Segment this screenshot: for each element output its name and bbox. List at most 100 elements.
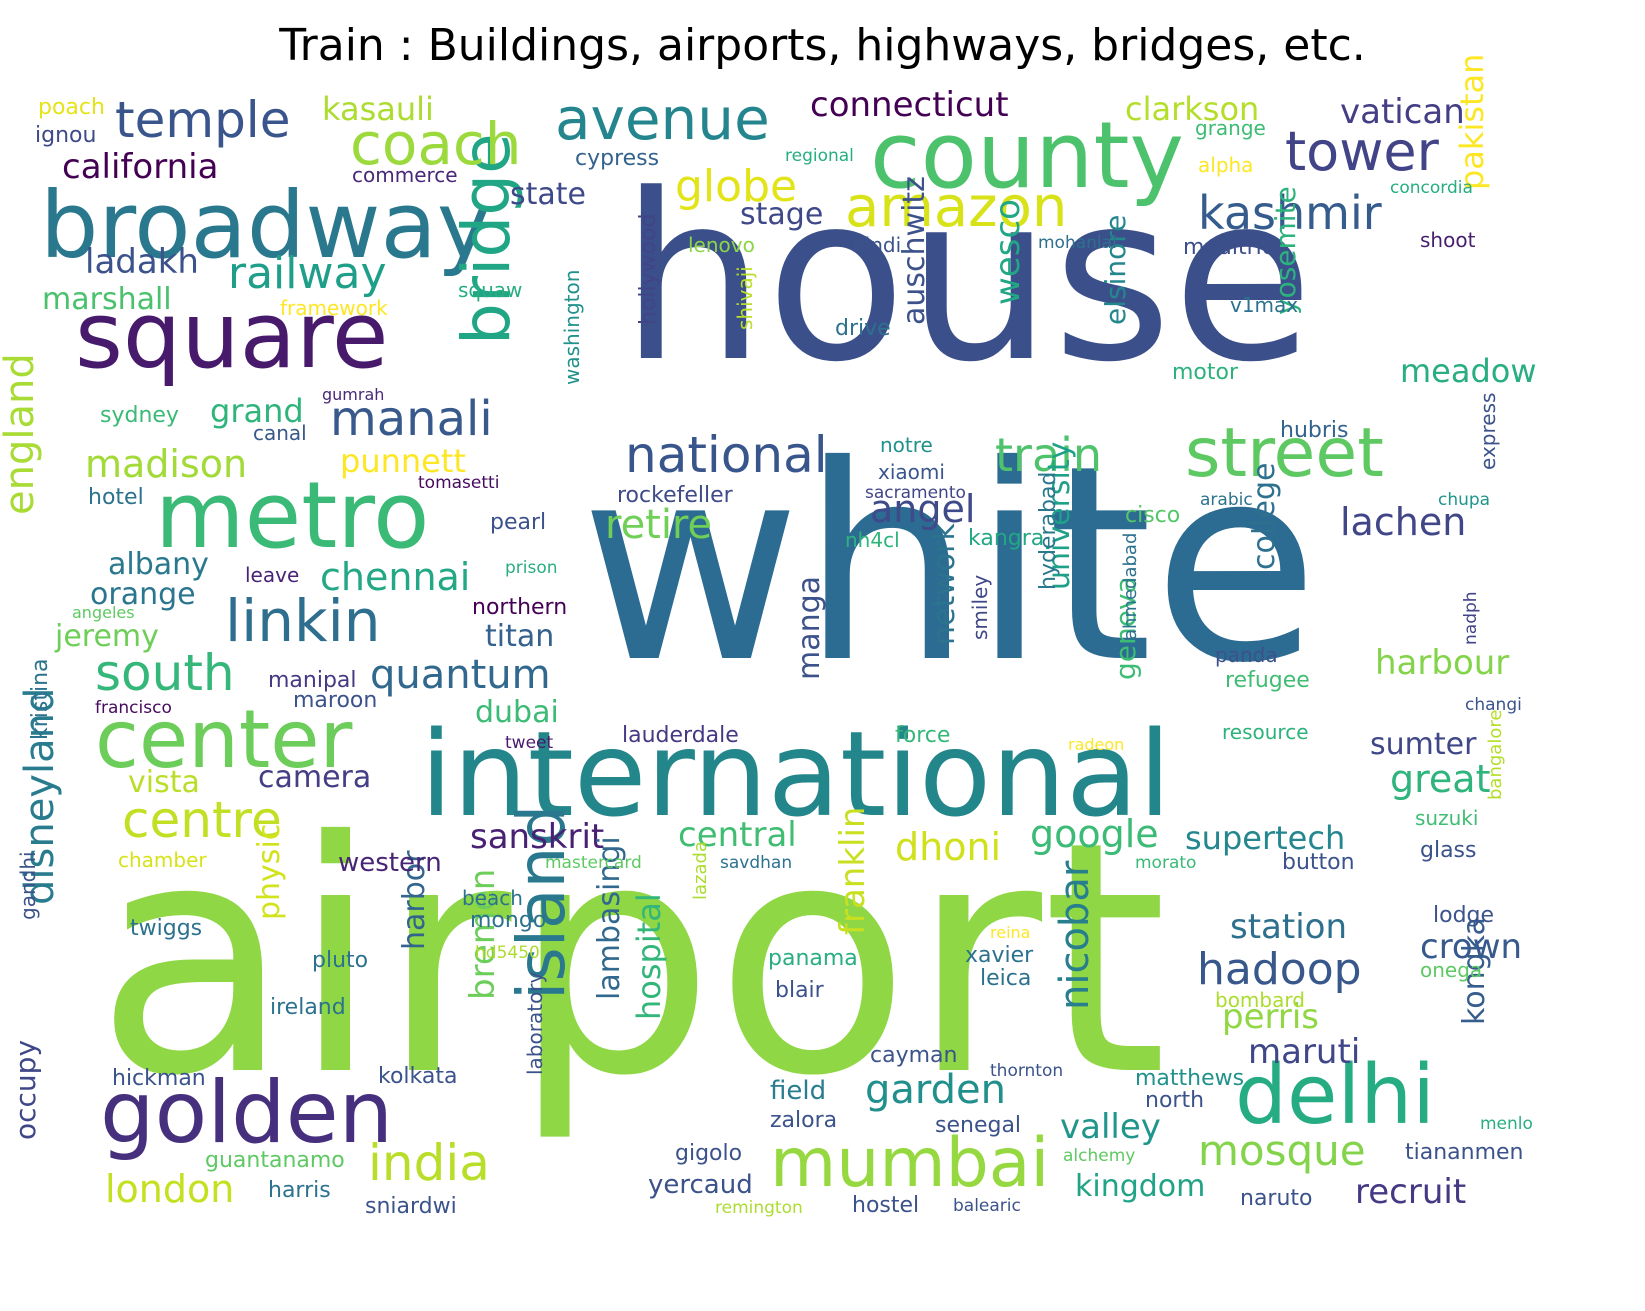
word-button: button [1282, 850, 1355, 875]
word-motor: motor [1172, 360, 1239, 385]
word-sacramento: sacramento [865, 483, 966, 503]
word-matthews: matthews [1135, 1066, 1245, 1091]
word-kasauli: kasauli [322, 90, 434, 128]
word-lazada: lazada [690, 841, 711, 900]
word-angeles: angeles [72, 603, 135, 622]
word-refugee: refugee [1225, 668, 1310, 693]
word-elsinore: elsinore [1099, 214, 1132, 325]
word-grand: grand [210, 392, 304, 430]
word-white: white [580, 407, 1319, 722]
word-station: station [1230, 907, 1348, 947]
word-tiananmen: tiananmen [1405, 1140, 1524, 1165]
word-county: county [870, 102, 1185, 209]
word-india: india [368, 1134, 490, 1192]
word-coach: coach [350, 110, 522, 178]
word-amazon: amazon [845, 175, 1068, 240]
word-xavier: xavier [965, 943, 1034, 968]
word-marshall: marshall [42, 282, 172, 317]
word-grange: grange [1195, 116, 1266, 140]
word-london: london [105, 1167, 235, 1211]
word-temple: temple [115, 91, 291, 149]
word-notre: notre [880, 433, 933, 457]
word-angel: angel [870, 487, 976, 531]
word-smiley: smiley [968, 574, 992, 640]
word-concordia: concordia [1390, 178, 1473, 198]
word-twiggs: twiggs [130, 916, 203, 941]
word-framework: framework [280, 296, 388, 320]
word-xiaomi: xiaomi [878, 460, 945, 484]
word-leica: leica [980, 966, 1032, 991]
word-stage: stage [740, 197, 824, 232]
word-cisco: cisco [1125, 503, 1181, 528]
word-sumter: sumter [1370, 727, 1477, 762]
word-northern: northern [472, 595, 568, 620]
word-metro: metro [155, 462, 430, 569]
word-delhi: delhi [1235, 1048, 1436, 1143]
word-google: google [1030, 812, 1159, 856]
word-dubai: dubai [475, 695, 559, 730]
word-occupy: occupy [9, 1039, 42, 1140]
word-valley: valley [1060, 1107, 1161, 1147]
word-manga: manga [792, 575, 827, 680]
word-garden: garden [865, 1067, 1006, 1113]
word-ireland: ireland [270, 995, 346, 1020]
word-naruto: naruto [1240, 1186, 1313, 1211]
word-suzuki: suzuki [1415, 806, 1479, 830]
word-franklin: franklin [833, 806, 873, 935]
word-avenue: avenue [555, 85, 770, 153]
word-tower: tower [1285, 120, 1439, 183]
word-california: california [62, 147, 219, 187]
word-lodge: lodge [1433, 903, 1495, 928]
word-jeremy: jeremy [55, 619, 159, 654]
word-house: house [620, 146, 1314, 413]
word-airport: airport [95, 774, 1168, 1146]
word-kingdom: kingdom [1075, 1169, 1206, 1204]
word-south: south [95, 644, 235, 702]
word-maruti: maruti [1248, 1032, 1361, 1072]
word-railway: railway [228, 248, 387, 299]
word-center: center [95, 693, 353, 786]
word-gandhi: gandhi [16, 851, 40, 920]
word-kolkata: kolkata [378, 1064, 458, 1089]
word-nh4cl: nh4cl [845, 528, 900, 552]
word-senegal: senegal [935, 1113, 1022, 1138]
word-wesco: wesco [988, 199, 1028, 305]
word-blair: blair [775, 978, 824, 1003]
word-state: state [510, 177, 586, 212]
word-drive: drive [835, 316, 891, 341]
word-chennai: chennai [320, 555, 471, 599]
word-field: field [770, 1076, 827, 1106]
word-cypress: cypress [575, 146, 660, 171]
word-chupa: chupa [1438, 490, 1491, 510]
word-beach: beach [462, 886, 523, 910]
word-punnett: punnett [340, 442, 466, 480]
word-regional: regional [785, 146, 854, 166]
word-kristina: kristina [28, 658, 53, 740]
word-arabic: arabic [1200, 490, 1253, 510]
word-physic: physic [252, 823, 287, 920]
word-pakistan: pakistan [1453, 53, 1491, 190]
word-manali: manali [330, 391, 493, 447]
word-hotel: hotel [88, 485, 144, 510]
word-great: great [1390, 757, 1491, 801]
word-zalora: zalora [770, 1108, 838, 1133]
word-onega: onega [1420, 958, 1483, 982]
word-quantum: quantum [370, 652, 551, 698]
word-titan: titan [485, 619, 555, 654]
word-guantanamo: guantanamo [205, 1148, 345, 1173]
word-auschwitz: auschwitz [897, 176, 932, 325]
word-western: western [338, 848, 442, 878]
word-kashmir: kashmir [1198, 186, 1382, 240]
word-pluto: pluto [312, 948, 369, 973]
word-resource: resource [1222, 720, 1309, 744]
word-panama: panama [768, 946, 858, 971]
word-broadway: broadway [40, 172, 492, 279]
word-sydney: sydney [100, 403, 179, 428]
word-orange: orange [90, 577, 196, 612]
word-changi: changi [1465, 695, 1522, 715]
word-madison: madison [85, 442, 248, 486]
word-harris: harris [268, 1178, 331, 1203]
word-leave: leave [245, 563, 300, 587]
word-lachen: lachen [1340, 500, 1467, 544]
